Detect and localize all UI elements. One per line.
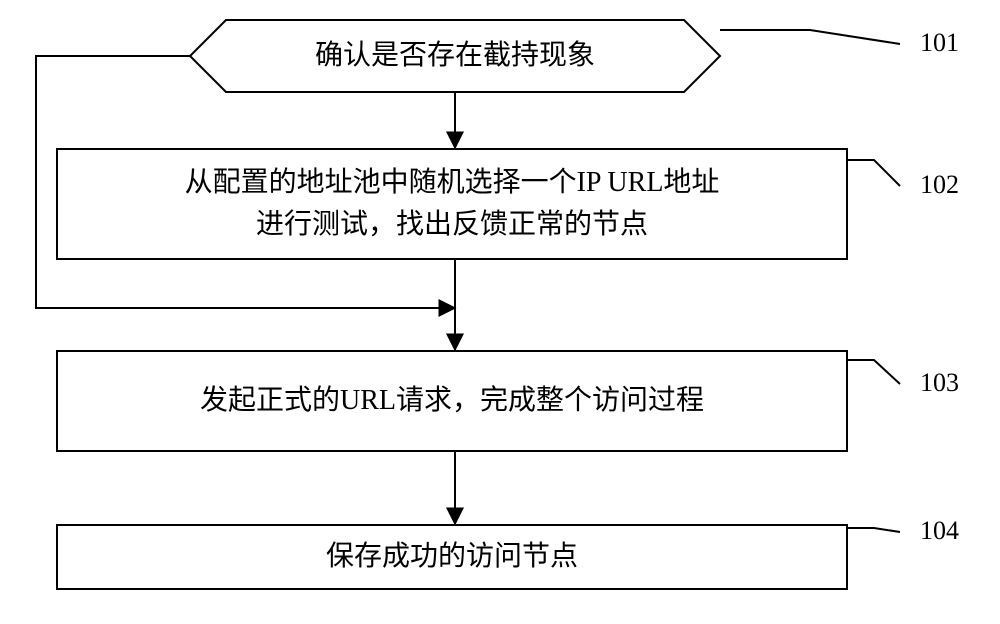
process-node-select-ip: 从配置的地址池中随机选择一个IP URL地址 进行测试，找出反馈正常的节点 (56, 148, 848, 260)
node-text: 保存成功的访问节点 (326, 536, 578, 578)
process-node-url-request: 发起正式的URL请求，完成整个访问过程 (56, 350, 848, 452)
process-node-save-node: 保存成功的访问节点 (56, 524, 848, 590)
decision-node-hijack-check: 确认是否存在截持现象 (190, 20, 720, 92)
step-label-104: 104 (920, 516, 959, 546)
node-text: 从配置的地址池中随机选择一个IP URL地址 进行测试，找出反馈正常的节点 (185, 162, 720, 246)
step-label-101: 101 (920, 28, 959, 58)
node-text: 发起正式的URL请求，完成整个访问过程 (200, 380, 704, 422)
step-label-103: 103 (920, 368, 959, 398)
step-label-102: 102 (920, 170, 959, 200)
node-text: 确认是否存在截持现象 (315, 35, 595, 77)
flowchart-canvas: 确认是否存在截持现象 101 从配置的地址池中随机选择一个IP URL地址 进行… (0, 0, 1000, 624)
